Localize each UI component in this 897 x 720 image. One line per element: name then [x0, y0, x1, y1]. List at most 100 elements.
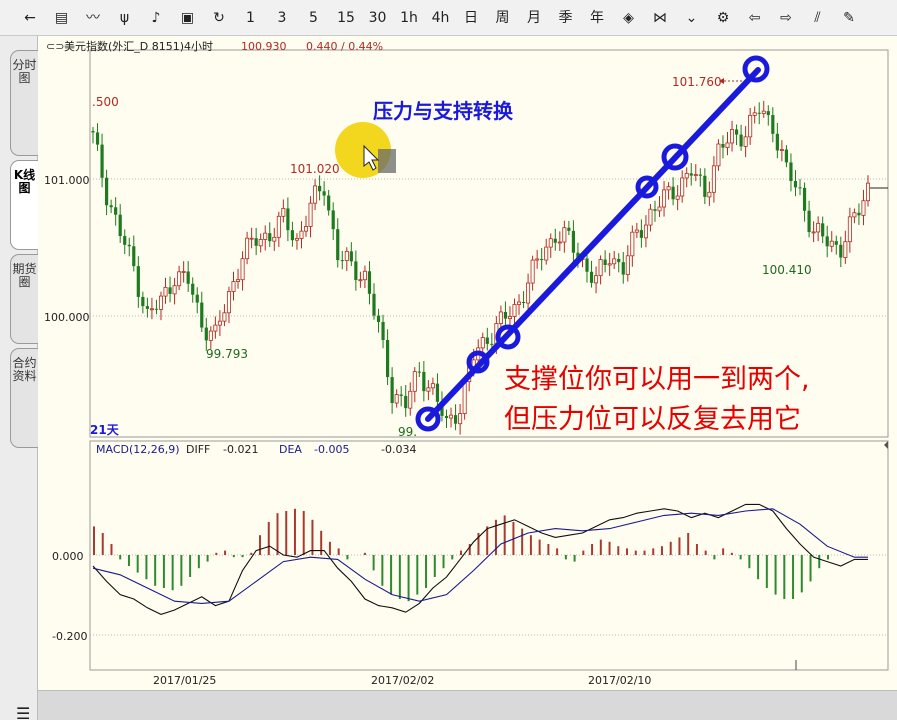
candle-body	[834, 241, 838, 245]
candle-body	[318, 185, 322, 192]
candle-body	[594, 275, 599, 284]
candle-body	[576, 252, 580, 260]
candle-body	[172, 285, 177, 295]
candle-body	[517, 301, 522, 305]
macd-y-tick-neg: -0.200	[52, 630, 87, 643]
high-label-arrowhead	[719, 78, 724, 84]
candle-body	[208, 330, 213, 341]
tab-futures-circle[interactable]: 期货圈	[10, 254, 38, 344]
period-label: 21天	[90, 423, 120, 437]
line-draw-button[interactable]: ⫽	[814, 10, 821, 26]
candle-body	[530, 259, 535, 284]
horizontal-scrollbar[interactable]	[38, 690, 897, 720]
candle-body	[372, 293, 376, 316]
period-button-10[interactable]: 15	[337, 10, 355, 26]
zoom-out-button[interactable]: ⋈	[653, 10, 667, 26]
right-arrow-button[interactable]: ⇨	[780, 10, 792, 26]
eraser-button[interactable]: ✎	[843, 10, 855, 26]
candle-body	[149, 308, 154, 311]
candle-body	[154, 308, 159, 310]
candle-body	[621, 262, 625, 275]
period-button-13[interactable]: 4h	[431, 10, 450, 26]
candle-body	[390, 377, 394, 404]
candle-body	[648, 208, 653, 226]
period-button-7[interactable]: 1	[246, 10, 255, 26]
candle-body	[181, 271, 186, 273]
period-button-15[interactable]: 周	[495, 10, 510, 26]
kline-button[interactable]: ψ	[119, 10, 130, 26]
candle-body	[825, 236, 829, 247]
diff-label: DIFF	[186, 443, 210, 456]
candle-body	[276, 215, 281, 238]
candle-body	[322, 191, 326, 196]
draw-tool-button[interactable]: ♪	[151, 10, 161, 26]
gear-button[interactable]: ⚙	[716, 10, 730, 26]
macd-lines	[92, 503, 868, 615]
macd-histogram	[93, 508, 829, 602]
candle-body	[761, 110, 766, 114]
touch-circle-4	[635, 175, 659, 199]
candle-body	[186, 271, 190, 284]
candle-body	[453, 415, 458, 424]
double-chevron-down-button[interactable]: ⌄	[685, 10, 698, 26]
chart-canvas[interactable]: ⊂⊃ 美元指数(外汇_D 8151)4小时 100.930 0.440 / 0.…	[38, 36, 897, 690]
candle-body	[349, 251, 353, 262]
support-trendline	[425, 67, 761, 422]
period-button-18[interactable]: 年	[590, 10, 604, 26]
candle-body	[571, 230, 576, 253]
period-button-9[interactable]: 5	[309, 10, 318, 26]
candle-body	[675, 195, 680, 200]
candle-body	[521, 302, 526, 304]
candle-body	[226, 291, 231, 314]
candle-body	[385, 340, 390, 378]
candle-body	[498, 311, 503, 324]
candle-body	[852, 212, 857, 218]
candle-body	[739, 134, 743, 147]
save-button[interactable]: ▣	[180, 10, 195, 26]
candlestick-series	[91, 100, 871, 435]
candle-body	[236, 279, 241, 282]
instrument-name: 美元指数(外汇_D 8151)4小时	[64, 39, 213, 53]
candle-body	[680, 177, 685, 197]
candle-body	[308, 202, 313, 227]
candle-body	[281, 208, 286, 217]
back-arrow-button[interactable]: ←	[24, 10, 36, 26]
panel-resize-marker[interactable]	[884, 441, 888, 449]
tab-kline[interactable]: K线图	[10, 160, 38, 250]
period-button-12[interactable]: 1h	[400, 10, 418, 26]
candle-body	[440, 401, 444, 416]
tab-time-sharing[interactable]: 分时图	[10, 50, 38, 156]
candle-body	[272, 236, 277, 242]
candle-body	[299, 230, 304, 239]
period-button-11[interactable]: 30	[368, 10, 387, 26]
chart-header: ⊂⊃ 美元指数(外汇_D 8151)4小时 100.930 0.440 / 0.…	[46, 39, 383, 53]
candle-body	[168, 287, 172, 294]
left-arrow-button[interactable]: ⇦	[748, 10, 761, 26]
zoom-in-button[interactable]: ◈	[623, 10, 634, 26]
candle-body	[177, 271, 182, 287]
candle-body	[843, 241, 848, 258]
candle-body	[340, 260, 344, 262]
candle-body	[331, 210, 335, 230]
candle-body	[408, 390, 413, 409]
candle-body	[118, 214, 122, 237]
x-tick-2: 2017/02/02	[371, 674, 434, 687]
period-button-17[interactable]: 季	[558, 10, 573, 26]
period-button-14[interactable]: 日	[464, 10, 478, 26]
candle-body	[643, 224, 648, 239]
refresh-button[interactable]: ↻	[213, 10, 225, 26]
indicator-line-button[interactable]: 〰	[86, 10, 100, 26]
period-button-8[interactable]: 3	[277, 10, 287, 26]
candle-body	[127, 244, 131, 247]
period-button-16[interactable]: 月	[527, 10, 541, 26]
candle-body	[268, 233, 272, 242]
candle-body	[358, 279, 363, 282]
trendline-annotation	[415, 55, 770, 432]
candle-body	[630, 231, 635, 257]
menu-icon[interactable]: ☰	[16, 706, 31, 720]
list-button[interactable]: ▤	[54, 10, 69, 26]
candle-body	[249, 237, 254, 240]
candle-body	[313, 185, 318, 204]
tab-contract-info[interactable]: 合约资料	[10, 348, 38, 448]
candle-body	[779, 149, 784, 151]
